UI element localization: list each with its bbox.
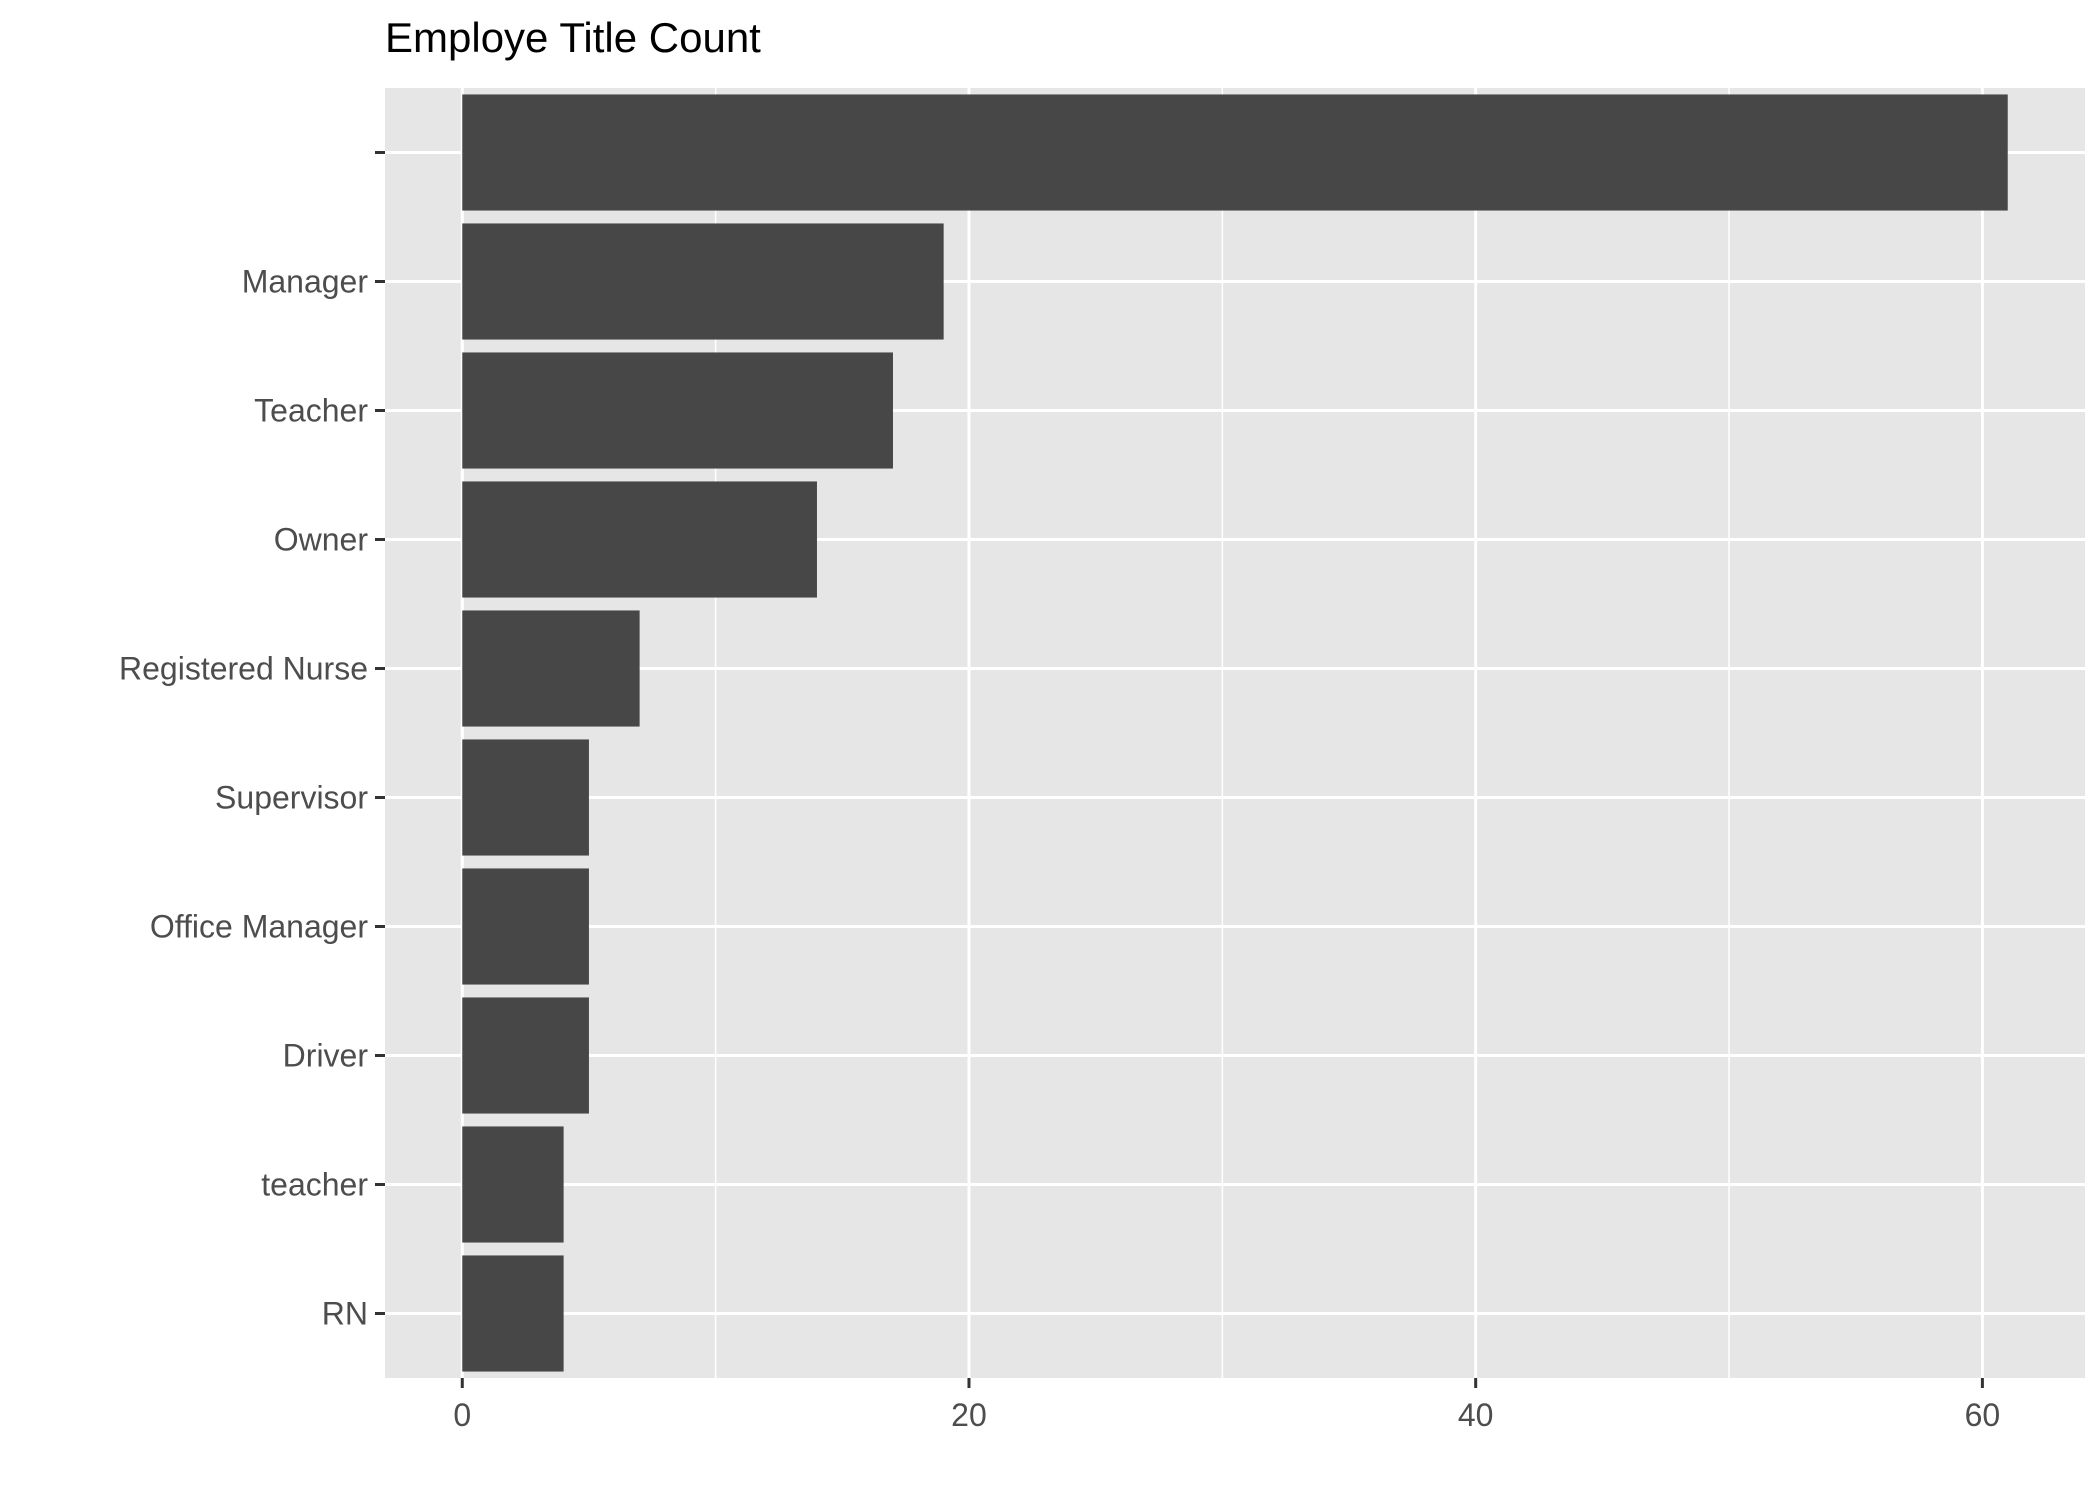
y-tick-label: Manager (242, 264, 369, 300)
y-tick-label: Office Manager (150, 909, 369, 945)
y-tick-label: teacher (261, 1167, 368, 1203)
bar (462, 868, 589, 985)
chart-title: Employe Title Count (385, 14, 761, 61)
bar (462, 1255, 564, 1372)
bar (462, 610, 640, 727)
x-tick-label: 40 (1458, 1397, 1494, 1433)
bar (462, 352, 893, 469)
bar (462, 94, 2008, 211)
x-tick-label: 20 (951, 1397, 987, 1433)
y-tick-label: Owner (274, 522, 369, 558)
y-tick-label: RN (322, 1296, 368, 1332)
y-tick-label: Registered Nurse (119, 651, 368, 687)
y-axis: Manager Teacher Owner Registered Nurse Super… (119, 151, 385, 1332)
y-tick-label: Supervisor (215, 780, 368, 816)
x-tick-label: 60 (1965, 1397, 2001, 1433)
x-tick-label: 0 (453, 1397, 471, 1433)
bar (462, 1126, 564, 1243)
bar (462, 997, 589, 1114)
bar (462, 481, 817, 598)
x-axis: 0 20 40 60 (453, 1378, 2000, 1433)
y-tick-label: Teacher (254, 393, 368, 429)
y-tick-label: Driver (283, 1038, 369, 1074)
bar (462, 739, 589, 856)
bars (462, 94, 2008, 1372)
bar (462, 223, 944, 340)
